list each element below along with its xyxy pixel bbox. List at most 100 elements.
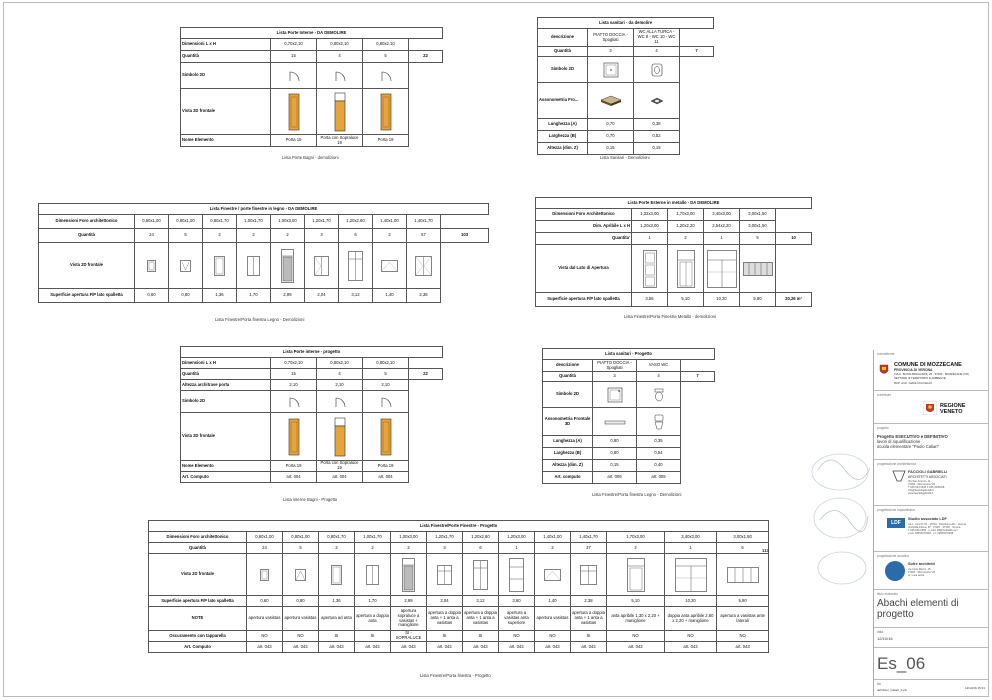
cell: 1,40 bbox=[534, 595, 571, 607]
cell: 2 bbox=[667, 232, 704, 245]
cell: SI bbox=[354, 630, 391, 642]
cell: 1,70x3,00 bbox=[667, 208, 704, 221]
cell: apertura a doppia anta + 1 anta a vasist… bbox=[462, 606, 499, 631]
window-double-icon bbox=[314, 255, 329, 276]
cell: SI bbox=[570, 630, 607, 642]
cell: 1,70 bbox=[354, 595, 391, 607]
cell: apertura a vasistas anta superiore bbox=[498, 606, 535, 631]
table-caption: Lista Sanitari - Demolizioni bbox=[600, 155, 650, 160]
cell: 1,00x1,70 bbox=[236, 214, 271, 229]
file-name: definitivo_Caliari_0.pln bbox=[877, 688, 908, 692]
cell: art. 043 bbox=[426, 641, 463, 653]
cell: 0,38 bbox=[633, 118, 680, 131]
cell: 5 bbox=[362, 368, 409, 380]
cell: 1,70x3,00 bbox=[606, 531, 665, 543]
cell: 3 bbox=[426, 542, 463, 554]
table-caption: Lista Finestre/Porta finestra Legno - De… bbox=[592, 492, 682, 497]
section-label: titolo elaborato bbox=[877, 592, 898, 596]
door-front-icon bbox=[288, 93, 299, 130]
row-label: Superficie apertura F/P lato spalletta bbox=[38, 288, 135, 303]
cell: 1 bbox=[498, 542, 535, 554]
cell: apertura a doppia anta + 1 anta a vasist… bbox=[426, 606, 463, 631]
row-label: Nome Elemento bbox=[180, 134, 271, 147]
ldf-logo-icon: LDF bbox=[887, 518, 905, 528]
cell: 4 bbox=[316, 368, 363, 380]
window-tall-double-icon bbox=[348, 250, 363, 281]
cell: 1 bbox=[631, 232, 668, 245]
row-label: Art. Computo bbox=[180, 471, 271, 483]
cell: 3,00x1,50 bbox=[739, 208, 776, 221]
squat-toilet-icon bbox=[651, 63, 662, 76]
cell: 2,54x2,20 bbox=[703, 220, 740, 233]
row-label: Simbolo 2D bbox=[537, 56, 588, 83]
cell: apertura vasistas bbox=[282, 606, 319, 631]
cell: PIATTO DOCCIA - Spogliati bbox=[592, 359, 637, 372]
cell: 0,40 bbox=[636, 459, 681, 472]
total-cell: 113 bbox=[762, 548, 769, 553]
cell: NO bbox=[664, 630, 717, 642]
row-label: Altezza architrave porta bbox=[180, 379, 271, 391]
cell: 0,70x2,10 bbox=[270, 38, 317, 51]
file-section: file definitivo_Caliari_0.pln 12/10/16 1… bbox=[874, 679, 988, 696]
cell: 3,00x1,50 bbox=[715, 531, 770, 543]
cell: art. 004 bbox=[362, 471, 409, 483]
progetto-line: scuola elementare "Paolo Caliari" bbox=[877, 444, 940, 449]
cell: apertura vasistas bbox=[534, 606, 571, 631]
cell: 2 bbox=[372, 228, 407, 243]
metal-door-icon bbox=[676, 249, 695, 288]
cell: 0,80x1,00 bbox=[282, 531, 319, 543]
cell: art. 043 bbox=[318, 641, 355, 653]
address-line: ar. Luca artisti bbox=[908, 574, 925, 578]
total-cell: 103 bbox=[439, 228, 490, 243]
cell: 1,36 bbox=[202, 288, 237, 303]
row-label: Quantità bbox=[542, 371, 593, 382]
row-label: Larghezza (B) bbox=[537, 130, 588, 143]
cell: 5,10 bbox=[667, 292, 704, 307]
cell: 0,15 bbox=[592, 459, 637, 472]
cell: 2,04 bbox=[426, 595, 463, 607]
data-section: data 12/10/16 bbox=[874, 627, 988, 647]
row-label: Oscuramento con tapparella bbox=[148, 630, 247, 642]
cell: 1,40x1,00 bbox=[372, 214, 407, 229]
row-label: NOTE bbox=[148, 606, 247, 631]
print-timestamp: 12/10/16 15:31 bbox=[964, 686, 985, 690]
cell: 10,20 bbox=[703, 292, 740, 307]
cell: PIATTO DOCCIA - Spogliati bbox=[587, 28, 634, 47]
window-tall-icon bbox=[331, 564, 342, 585]
cell: 0,80x2,10 bbox=[362, 38, 409, 51]
section-label: file bbox=[877, 682, 882, 686]
table-porte-interne-progetto: Lista Porte interne - progetto Dimension… bbox=[180, 346, 443, 483]
cell: 2 bbox=[534, 542, 571, 554]
cell: 3 bbox=[304, 228, 339, 243]
cell: 15 bbox=[270, 50, 317, 63]
window-single-icon bbox=[147, 259, 156, 272]
cell: 2,38 bbox=[570, 595, 607, 607]
cell: 0,80x1,70 bbox=[318, 531, 355, 543]
table-sanitari-demolire: Lista sanitari - da demolire descrizione… bbox=[537, 17, 714, 155]
table-title: Lista sanitari - da demolire bbox=[537, 17, 714, 29]
table-caption: Lista interne Bagni - Progetto bbox=[283, 497, 338, 502]
toilet-front-icon bbox=[654, 414, 663, 429]
row-label: Quantità bbox=[180, 50, 271, 63]
cell: art. 043 bbox=[570, 641, 607, 653]
cell: art. 043 bbox=[715, 641, 770, 653]
toilet-plan-icon bbox=[654, 388, 663, 401]
table-title: Lista Porte Interne - DA DEMOLIRE bbox=[180, 27, 443, 39]
cell: 2 bbox=[606, 542, 665, 554]
row-label: Altezza (dim. Z) bbox=[542, 459, 593, 472]
cell: art. 043 bbox=[246, 641, 283, 653]
cell: 1,20x2,60 bbox=[338, 214, 373, 229]
shower-tray-front-icon bbox=[604, 420, 625, 424]
table-sanitari-progetto: Lista sanitari - Progetto descrizione PI… bbox=[541, 348, 716, 484]
row-label: Dimensioni L x H bbox=[180, 38, 271, 51]
window-double-icon bbox=[415, 255, 432, 276]
cell: 2,10 bbox=[316, 379, 363, 391]
door-swing-symbol-icon bbox=[289, 71, 299, 81]
shower-tray-axo-icon bbox=[599, 95, 622, 106]
cell: 5,90 bbox=[715, 595, 770, 607]
cell: art. 009 bbox=[636, 471, 681, 484]
table-porte-interne-demolire: Lista Porte Interne - DA DEMOLIRE Dimens… bbox=[180, 27, 443, 147]
cell: 1,20x2,60 bbox=[462, 531, 499, 543]
provincia: PROVINCIA DI VERONA bbox=[894, 368, 933, 372]
cell: 4 bbox=[636, 371, 681, 382]
